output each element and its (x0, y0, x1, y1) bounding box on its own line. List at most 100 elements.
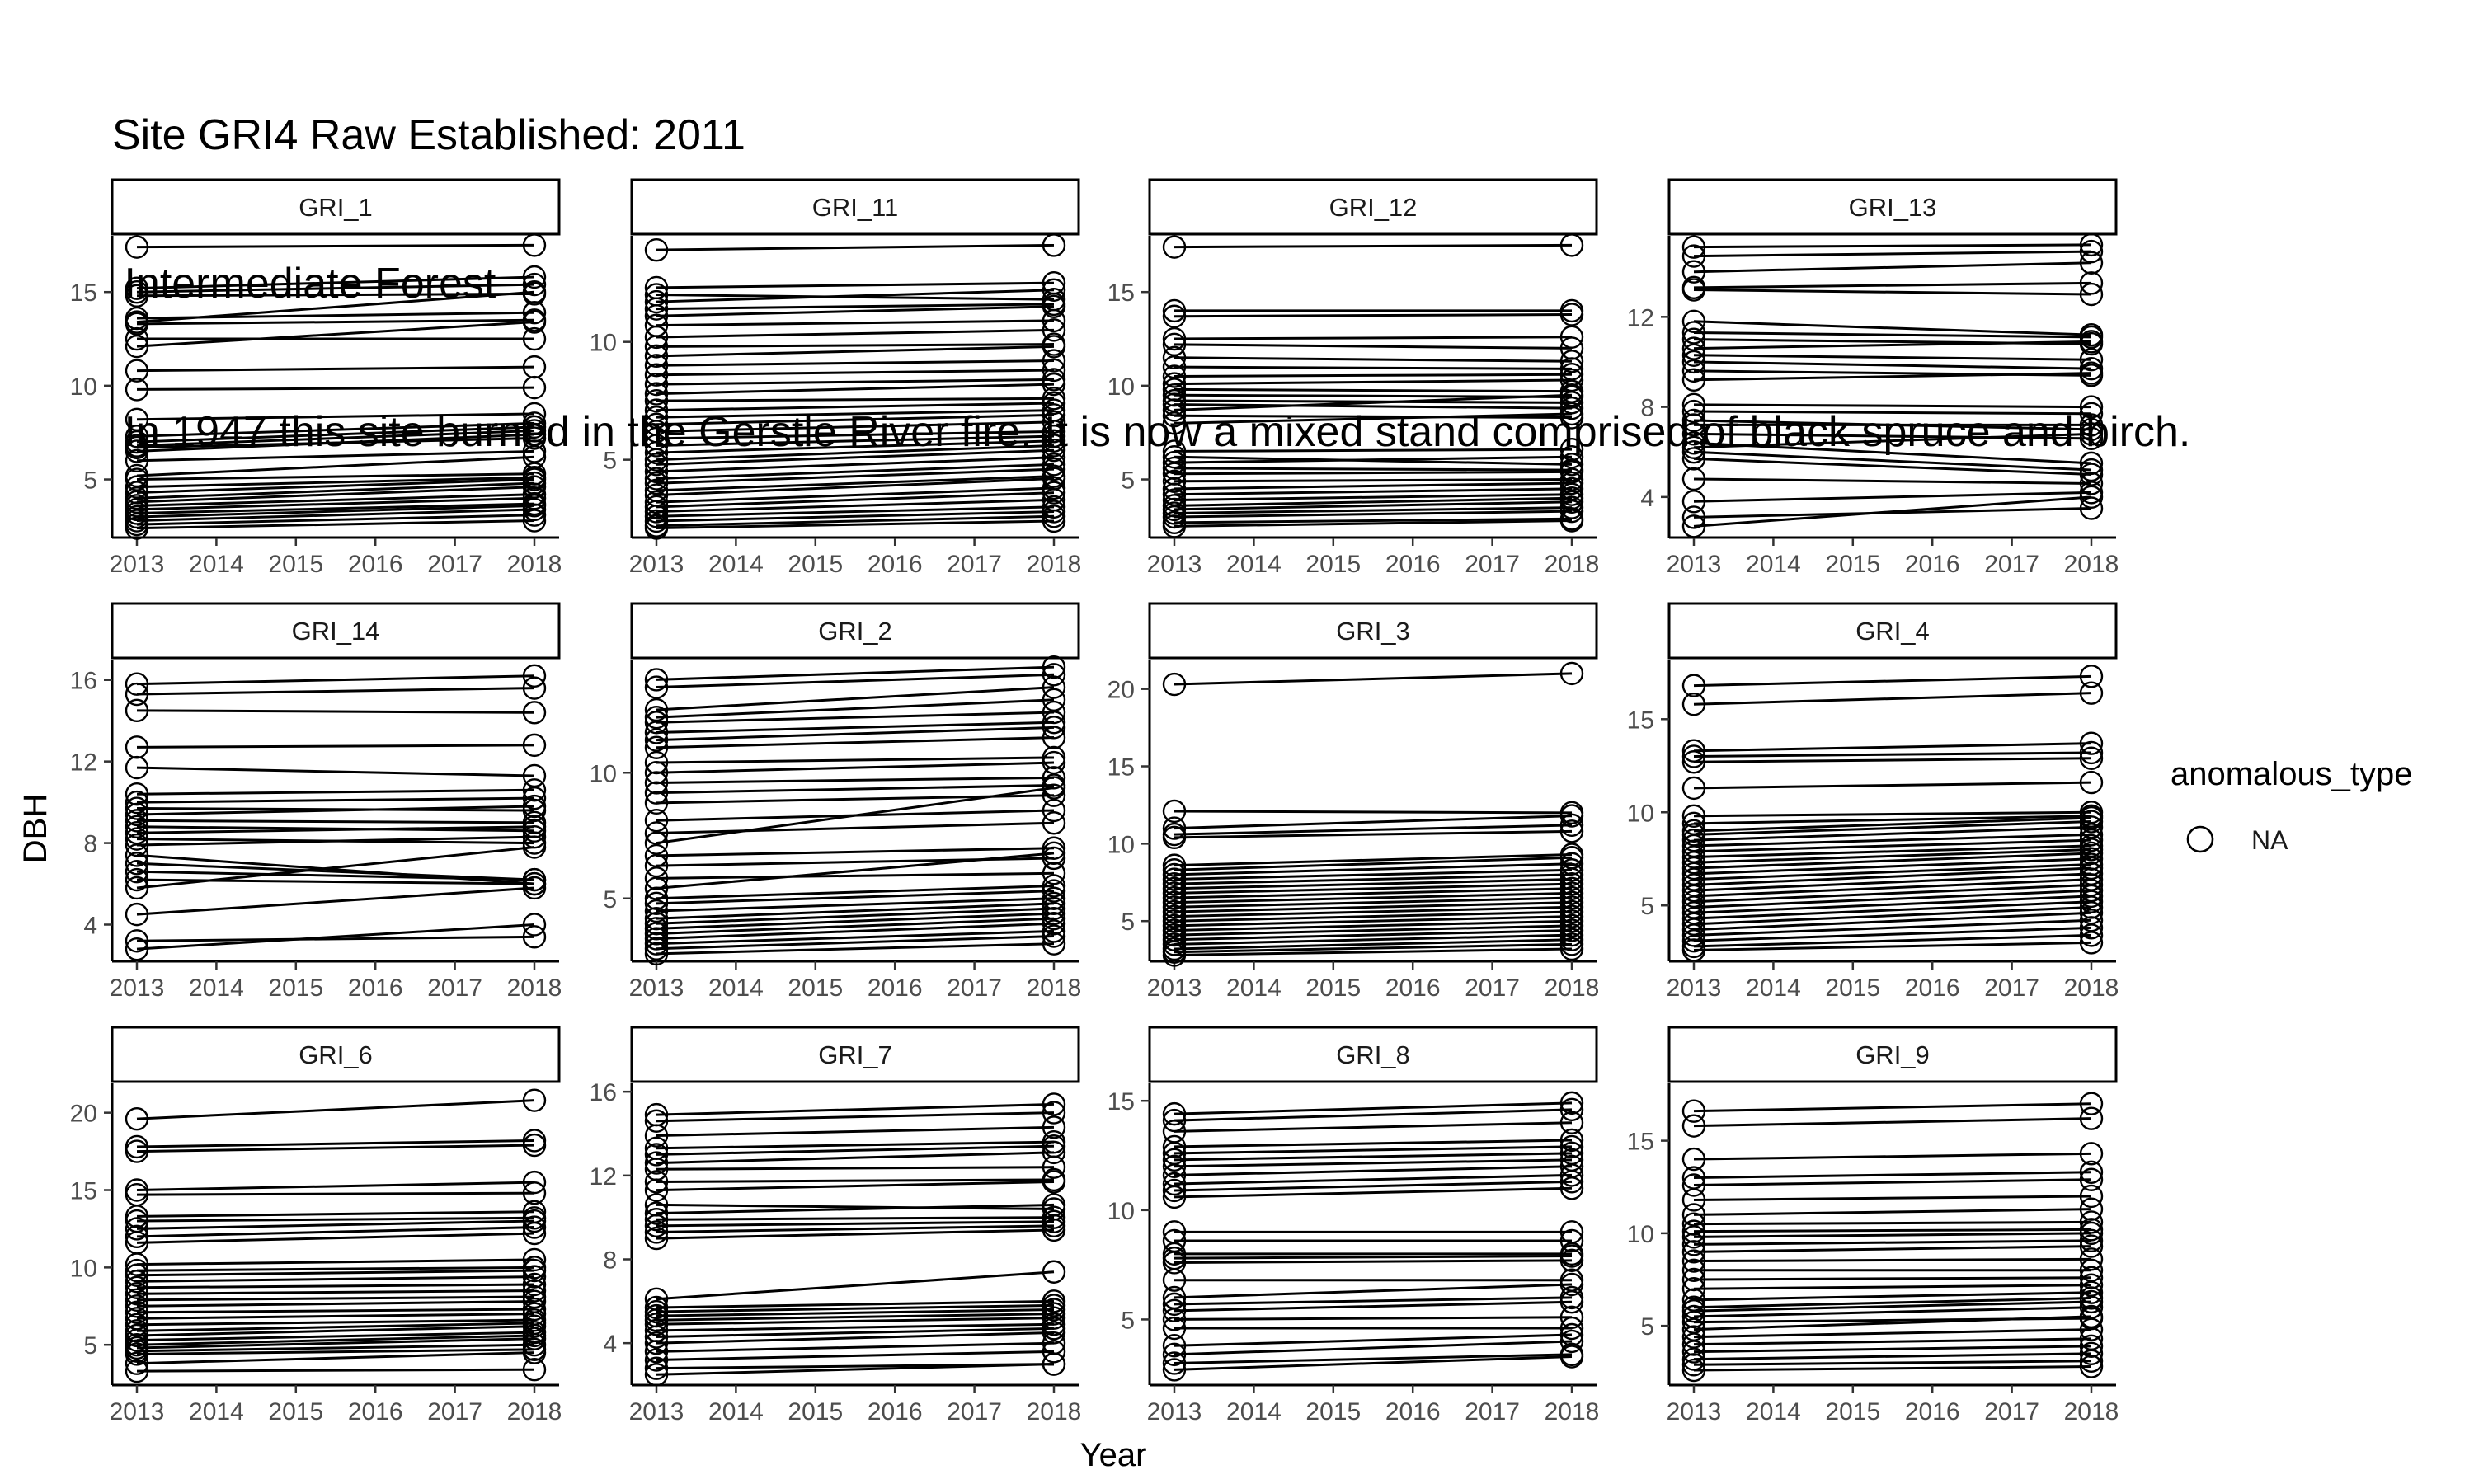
tree-dbh-line (1693, 1257, 2092, 1263)
y-tick-label: 5 (83, 467, 97, 495)
data-point (1042, 745, 1066, 770)
y-tick-label: 15 (1108, 754, 1135, 782)
data-point (125, 852, 149, 876)
data-point (2079, 746, 2104, 770)
tree-dbh-line (1693, 1345, 2092, 1354)
y-tick-label: 15 (70, 1178, 97, 1205)
facet-strip (630, 1026, 1080, 1083)
y-tick-label: 10 (70, 1255, 97, 1282)
facet-strip-label: GRI_1 (299, 193, 373, 222)
data-point (125, 902, 149, 927)
tree-dbh-line (1174, 403, 1573, 410)
tree-dbh-line (656, 456, 1055, 473)
tree-dbh-line (656, 420, 1055, 433)
tree-dbh-line (1693, 863, 2092, 881)
data-point (1681, 750, 1706, 774)
tree-dbh-line (1174, 815, 1573, 830)
data-point (644, 1208, 669, 1232)
data-point (125, 1359, 149, 1383)
data-point (522, 1247, 547, 1272)
x-tick-label: 2016 (868, 551, 923, 578)
tree-dbh-line (1174, 878, 1573, 890)
tree-dbh-line (136, 819, 535, 824)
tree-dbh-line (1693, 1365, 2092, 1372)
data-point (1162, 411, 1187, 435)
tree-dbh-line (136, 514, 535, 526)
tree-dbh-line (656, 1363, 1055, 1376)
facet-strip (111, 178, 561, 236)
tree-dbh-line (656, 409, 1055, 419)
data-point (1042, 318, 1066, 342)
data-point (125, 1217, 149, 1241)
data-point (1042, 1340, 1066, 1364)
data-point (1559, 509, 1584, 533)
x-tick-label: 2015 (1305, 1398, 1361, 1425)
data-point (644, 831, 669, 855)
x-tick-label: 2017 (427, 551, 482, 578)
facet-gri-11: GRI_11 2013 2014 2015 2016 2017 2018 5 10 (590, 178, 1081, 578)
data-point (2079, 731, 2104, 755)
y-tick-label: 10 (1108, 373, 1135, 401)
tree-dbh-line (1693, 1102, 2092, 1113)
data-point (1162, 326, 1187, 351)
tree-dbh-line (1174, 356, 1573, 363)
facet-gri-12: GRI_12 2013 2014 2015 2016 2017 2018 5 10 15 (1108, 178, 1599, 578)
facet-strip (1148, 1026, 1598, 1083)
facet-gri-14: GRI_14 2013 2014 2015 2016 2017 2018 4 8 12 16 (70, 602, 562, 1002)
x-tick-label: 2016 (868, 1398, 923, 1425)
data-point (125, 876, 149, 900)
data-point (125, 439, 149, 463)
tree-dbh-line (656, 1350, 1055, 1361)
data-point (125, 1270, 149, 1294)
y-tick-label: 15 (1108, 1088, 1135, 1115)
data-point (644, 750, 669, 775)
tree-dbh-line (1693, 1360, 2092, 1366)
tree-dbh-line (1174, 1296, 1573, 1306)
tree-dbh-line (1693, 1195, 2092, 1201)
data-point (2079, 810, 2104, 834)
tree-dbh-line (1174, 924, 1573, 937)
facet-strip (1667, 178, 2118, 236)
facet-strip-label: GRI_7 (818, 1040, 892, 1069)
tree-dbh-line (136, 846, 535, 890)
data-point (1162, 345, 1187, 369)
x-tick-label: 2013 (629, 974, 684, 1002)
data-point (2079, 361, 2104, 385)
data-point (1681, 368, 1706, 392)
tree-dbh-line (136, 243, 535, 249)
data-point (522, 1258, 547, 1283)
data-point (522, 1314, 547, 1338)
x-tick-label: 2018 (507, 1398, 562, 1425)
y-tick-label: 16 (590, 1079, 617, 1106)
data-point (522, 1209, 547, 1233)
x-tick-label: 2017 (1465, 974, 1520, 1002)
tree-dbh-line (656, 1317, 1055, 1326)
tree-dbh-line (656, 303, 1055, 311)
tree-dbh-line (1693, 866, 2092, 886)
x-tick-label: 2014 (708, 974, 764, 1002)
facet-gri-2: GRI_2 2013 2014 2015 2016 2017 2018 5 10 (590, 602, 1081, 1002)
data-point (1681, 422, 1706, 446)
data-point (125, 1224, 149, 1249)
tree-dbh-line (656, 1331, 1055, 1345)
data-point (1681, 744, 1706, 768)
tree-dbh-line (1174, 1173, 1573, 1186)
data-point (1042, 233, 1066, 257)
facet-strip-label: GRI_3 (1336, 617, 1410, 646)
tree-dbh-line (656, 942, 1055, 956)
legend-label-na: NA (2251, 825, 2288, 855)
tree-dbh-line (656, 477, 1055, 497)
data-point (125, 929, 149, 953)
x-tick-label: 2017 (427, 974, 482, 1002)
tree-dbh-line (656, 1322, 1055, 1332)
tree-dbh-line (1174, 882, 1573, 895)
tree-dbh-line (136, 321, 535, 348)
data-point (522, 310, 547, 334)
data-point (644, 932, 669, 956)
tree-dbh-line (656, 243, 1055, 251)
y-tick-label: 5 (1640, 893, 1654, 920)
data-point (1042, 410, 1066, 434)
tree-dbh-line (136, 1216, 535, 1223)
tree-dbh-line (656, 319, 1055, 327)
tree-dbh-line (1174, 905, 1573, 918)
